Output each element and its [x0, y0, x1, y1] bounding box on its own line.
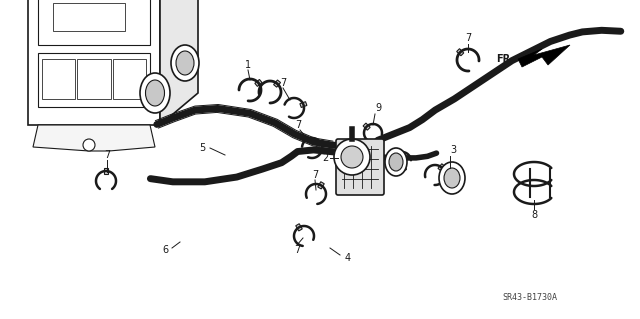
Polygon shape: [317, 140, 324, 146]
Text: 7: 7: [104, 150, 110, 160]
Polygon shape: [457, 49, 464, 56]
FancyBboxPatch shape: [336, 139, 384, 195]
Polygon shape: [518, 45, 570, 67]
Ellipse shape: [176, 51, 194, 75]
Polygon shape: [33, 125, 155, 151]
Ellipse shape: [140, 73, 170, 113]
Text: 7: 7: [465, 33, 471, 43]
Polygon shape: [104, 168, 108, 174]
Polygon shape: [274, 80, 280, 87]
Text: 3: 3: [450, 145, 456, 155]
Polygon shape: [296, 224, 302, 231]
Ellipse shape: [385, 148, 407, 176]
Polygon shape: [390, 153, 398, 160]
Text: SR43-B1730A: SR43-B1730A: [502, 293, 557, 302]
Text: 4: 4: [345, 253, 351, 263]
Text: FR.: FR.: [496, 54, 514, 64]
Bar: [77, 59, 111, 99]
Text: 9: 9: [375, 103, 381, 113]
Bar: [53, 3, 125, 31]
Text: 1: 1: [245, 60, 251, 70]
Circle shape: [334, 139, 370, 175]
Text: 7: 7: [294, 245, 300, 255]
Polygon shape: [363, 123, 370, 130]
Polygon shape: [318, 182, 324, 189]
Polygon shape: [160, 0, 198, 125]
Bar: [38, 0, 150, 45]
Ellipse shape: [439, 162, 465, 194]
Polygon shape: [300, 102, 307, 108]
Ellipse shape: [145, 80, 164, 106]
Ellipse shape: [171, 45, 199, 81]
Polygon shape: [255, 79, 262, 86]
Circle shape: [83, 139, 95, 151]
Text: 7: 7: [312, 170, 318, 180]
Polygon shape: [438, 164, 445, 171]
Text: 7: 7: [295, 120, 301, 130]
Bar: [113, 59, 146, 99]
Text: 8: 8: [531, 210, 537, 220]
Text: 6: 6: [162, 245, 168, 255]
Ellipse shape: [389, 153, 403, 171]
Bar: [38, 53, 150, 107]
Bar: [42, 59, 76, 99]
Text: 5: 5: [199, 143, 205, 153]
Text: 2: 2: [322, 153, 328, 163]
Polygon shape: [28, 0, 160, 125]
Text: 7: 7: [280, 78, 286, 88]
Circle shape: [341, 146, 363, 168]
Ellipse shape: [444, 168, 460, 188]
